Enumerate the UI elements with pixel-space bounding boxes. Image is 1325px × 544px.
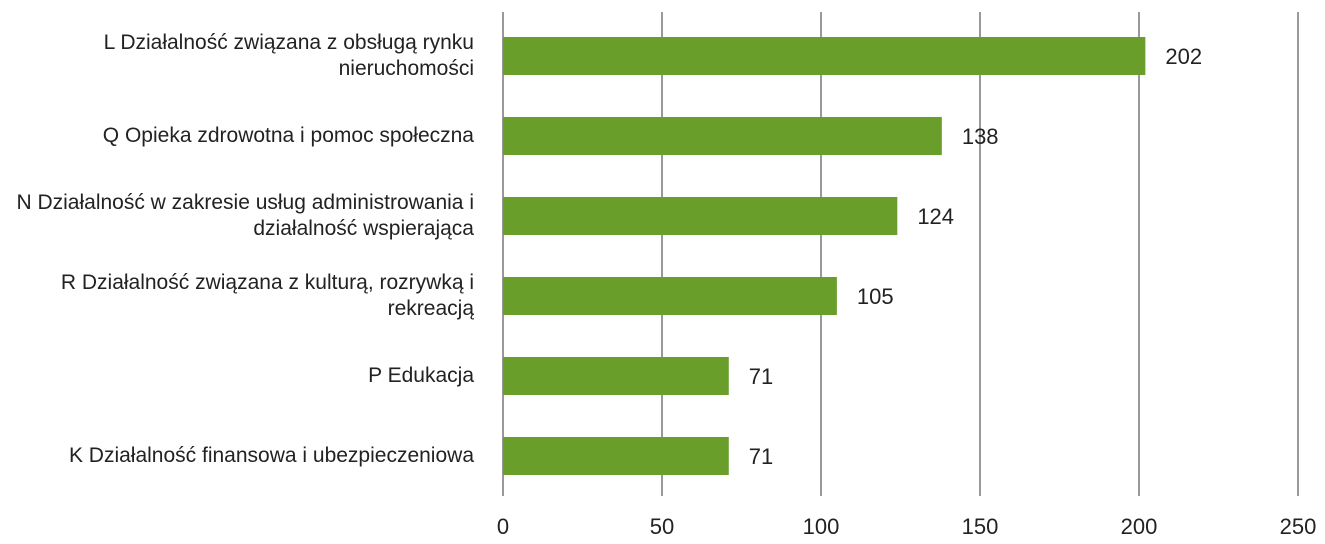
- bar: [503, 117, 942, 155]
- x-tick-label: 250: [1280, 514, 1317, 539]
- y-tick-label: R Działalność związana z kulturą, rozryw…: [60, 271, 474, 320]
- x-tick-label: 150: [962, 514, 999, 539]
- y-tick-label: P Edukacja: [368, 364, 474, 387]
- x-tick-label: 200: [1121, 514, 1158, 539]
- value-label: 71: [749, 364, 773, 389]
- value-label: 71: [749, 444, 773, 469]
- y-tick-label: N Działalność w zakresie usług administr…: [16, 191, 474, 240]
- value-label: 202: [1165, 44, 1202, 69]
- y-tick-label: L Działalność związana z obsługą rynku n…: [103, 31, 474, 80]
- value-label: 105: [857, 284, 894, 309]
- bar: [503, 197, 898, 235]
- bar: [503, 357, 729, 395]
- bar: [503, 277, 837, 315]
- value-label: 138: [962, 124, 999, 149]
- y-tick-label: K Działalność finansowa i ubezpieczeniow…: [68, 444, 474, 467]
- x-tick-label: 100: [803, 514, 840, 539]
- x-tick-label: 0: [497, 514, 509, 539]
- x-tick-label: 50: [650, 514, 674, 539]
- bar: [503, 37, 1146, 75]
- bar: [503, 437, 729, 475]
- y-tick-label: Q Opieka zdrowotna i pomoc społeczna: [102, 124, 474, 147]
- value-label: 124: [917, 204, 954, 229]
